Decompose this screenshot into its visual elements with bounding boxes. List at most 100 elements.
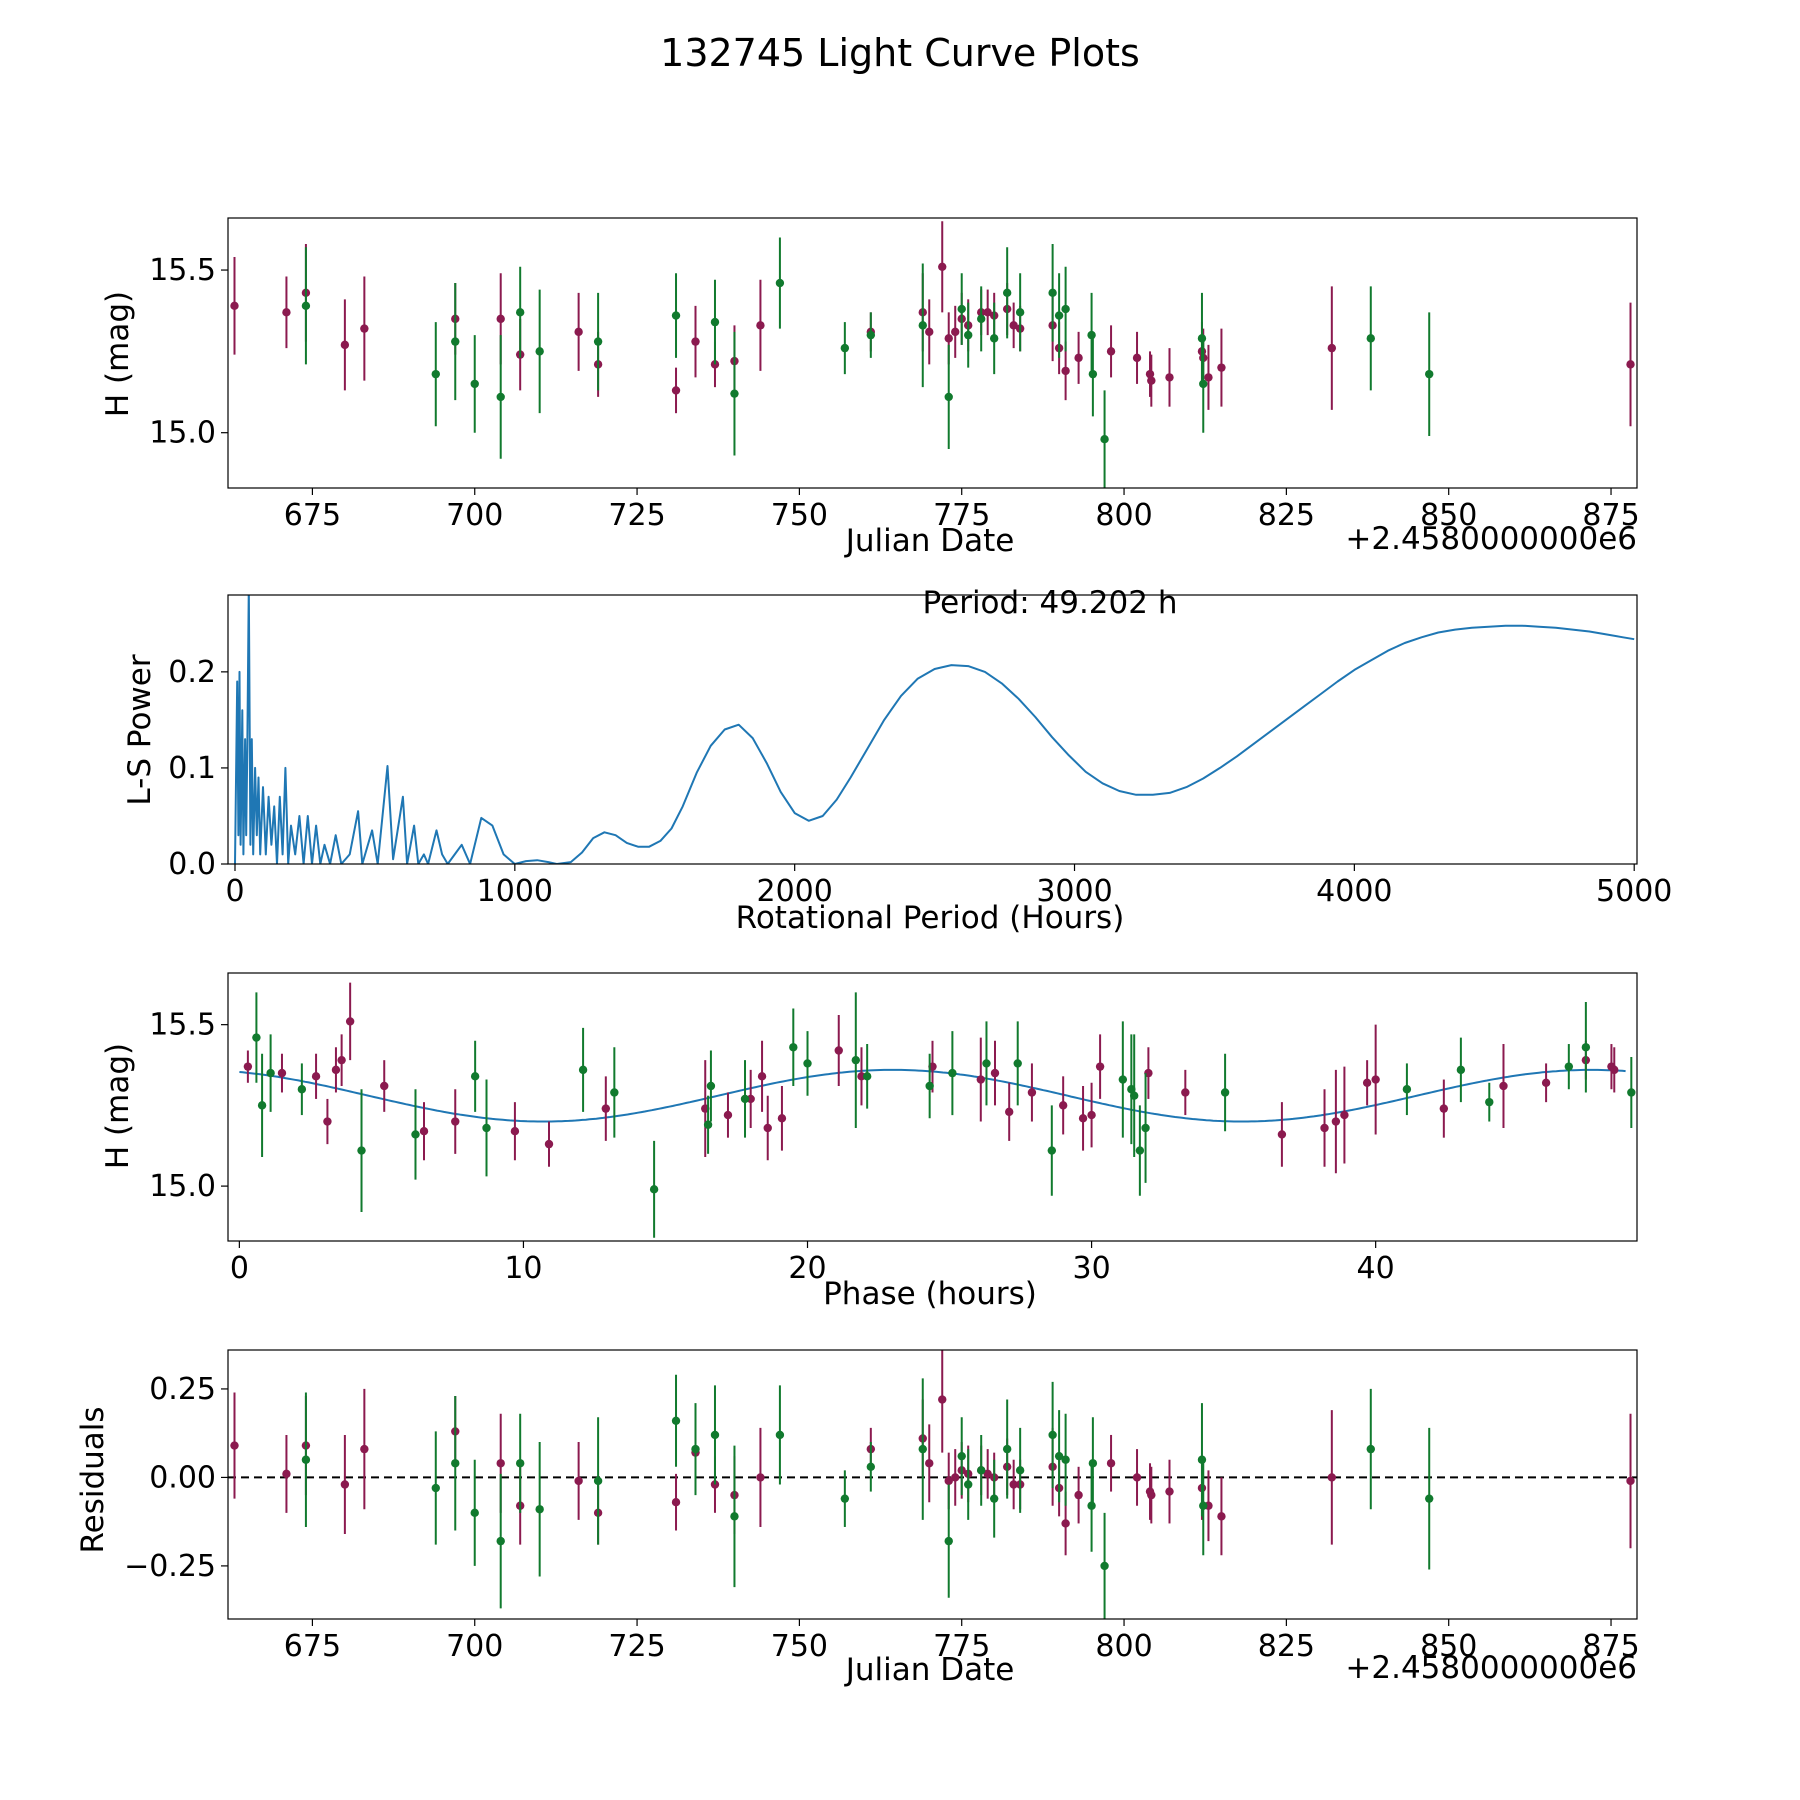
phase-point (1371, 1075, 1380, 1084)
lightcurve-point (1061, 366, 1070, 376)
residuals-point (983, 1469, 992, 1479)
lightcurve-point (1009, 321, 1018, 330)
phase-point (1362, 1078, 1372, 1087)
lightcurve-xtick-label: 875 (1582, 498, 1639, 533)
residuals-data (228, 1350, 1637, 1619)
lightcurve-plot-area: 675 700 725 750 775 800 825 850 875 15.0 15.5 (149, 217, 1640, 533)
residuals-xtick-label: 775 (933, 1629, 990, 1664)
residuals-point (1132, 1473, 1142, 1482)
residuals-point (340, 1480, 350, 1489)
residuals-xtick-label: 850 (1420, 1629, 1477, 1664)
phase-point (1402, 1085, 1412, 1094)
lightcurve-point (1015, 308, 1025, 317)
residuals-point (451, 1459, 460, 1468)
periodogram-frame (227, 594, 1638, 865)
residuals-series-r (230, 1350, 1635, 1556)
phase-ylabel: H (mag) (100, 1043, 136, 1169)
residuals-xtick-label: 725 (608, 1629, 665, 1664)
residuals-point (710, 1430, 720, 1440)
lightcurve-ytick-label: 15.5 (149, 253, 216, 288)
periodogram-xtick-label: 1000 (477, 874, 553, 909)
lightcurve-point (574, 327, 583, 337)
phase-point (578, 1065, 588, 1075)
residuals-point (1626, 1476, 1635, 1486)
phase-point (357, 1146, 366, 1155)
lightcurve-xtick-label: 825 (1258, 498, 1315, 533)
phase-point (990, 1068, 1000, 1078)
residuals-point (535, 1505, 544, 1514)
lightcurve-point (925, 327, 934, 337)
lightcurve-xtick-label: 850 (1420, 498, 1477, 533)
residuals-point (775, 1430, 785, 1440)
phase-point (337, 1055, 346, 1065)
lightcurve-point (301, 301, 311, 311)
lightcurve-point (1100, 435, 1109, 444)
lightcurve-point (938, 262, 947, 271)
phase-point (834, 1046, 843, 1055)
lightcurve-point (1366, 334, 1375, 343)
phase-point (948, 1068, 957, 1078)
lightcurve-xtick-label: 750 (771, 498, 828, 533)
residuals-point (1366, 1444, 1375, 1454)
lightcurve-ylabel: H (mag) (100, 291, 136, 417)
residuals-point (1199, 1501, 1208, 1510)
residuals-xtick-label: 800 (1095, 1629, 1152, 1664)
residuals-point (515, 1459, 525, 1468)
phase-point (470, 1072, 480, 1081)
phase-point (1004, 1107, 1014, 1117)
lightcurve-point (340, 340, 350, 350)
phase-xtick-label: 30 (1072, 1251, 1110, 1286)
lightcurve-point (1106, 347, 1116, 356)
phase-point (1456, 1065, 1466, 1075)
lightcurve-point (1147, 376, 1156, 385)
phase-point (703, 1120, 713, 1129)
phase-plot-area: 0 10 20 30 40 15.0 15.5 (149, 972, 1638, 1286)
lightcurve-point (515, 308, 525, 317)
lightcurve-point (1002, 288, 1012, 298)
phase-point (1141, 1123, 1150, 1133)
residuals-xtick-label: 675 (284, 1629, 341, 1664)
residuals-point (1425, 1494, 1434, 1503)
residuals-point (866, 1462, 876, 1472)
lightcurve-point (451, 337, 460, 346)
phase-point (757, 1072, 767, 1081)
phase-point (510, 1127, 520, 1136)
residuals-point (1100, 1561, 1109, 1571)
phase-point (451, 1117, 460, 1126)
lightcurve-point (989, 334, 999, 343)
residuals-point (431, 1483, 440, 1493)
residuals-point (671, 1497, 681, 1507)
lightcurve-point (496, 314, 505, 324)
lightcurve-point (1626, 360, 1635, 369)
residuals-point (1087, 1501, 1096, 1510)
lightcurve-point (730, 389, 739, 398)
phase-point (1220, 1088, 1230, 1097)
lightcurve-point (866, 330, 876, 340)
phase-point (1027, 1088, 1037, 1097)
phase-series-r (243, 982, 1619, 1174)
residuals-frame (227, 1349, 1638, 1620)
residuals-plot-area: 675 700 725 750 775 800 825 850 875 0.25 0.00 −0.25 (124, 1349, 1640, 1664)
residuals-xtick-label: 825 (1258, 1629, 1315, 1664)
lightcurve-point (230, 301, 239, 311)
phase-frame (227, 972, 1638, 1242)
residuals-point (944, 1536, 953, 1546)
residuals-point (1009, 1480, 1018, 1489)
phase-point (740, 1094, 750, 1104)
phase-point (925, 1081, 934, 1091)
phase-point (763, 1123, 772, 1133)
residuals-point (574, 1476, 583, 1486)
phase-point (323, 1117, 332, 1126)
phase-point (1013, 1059, 1022, 1068)
phase-point (1129, 1091, 1139, 1100)
phase-point (311, 1072, 321, 1081)
periodogram-xlabel: Rotational Period (Hours) (736, 900, 1125, 936)
phase-point (706, 1081, 716, 1091)
residuals-point (944, 1476, 953, 1486)
lightcurve-point (1048, 288, 1057, 298)
lightcurve-point (976, 314, 986, 324)
residuals-point (918, 1444, 927, 1454)
residuals-point (1147, 1490, 1156, 1500)
phase-point (345, 1017, 355, 1026)
